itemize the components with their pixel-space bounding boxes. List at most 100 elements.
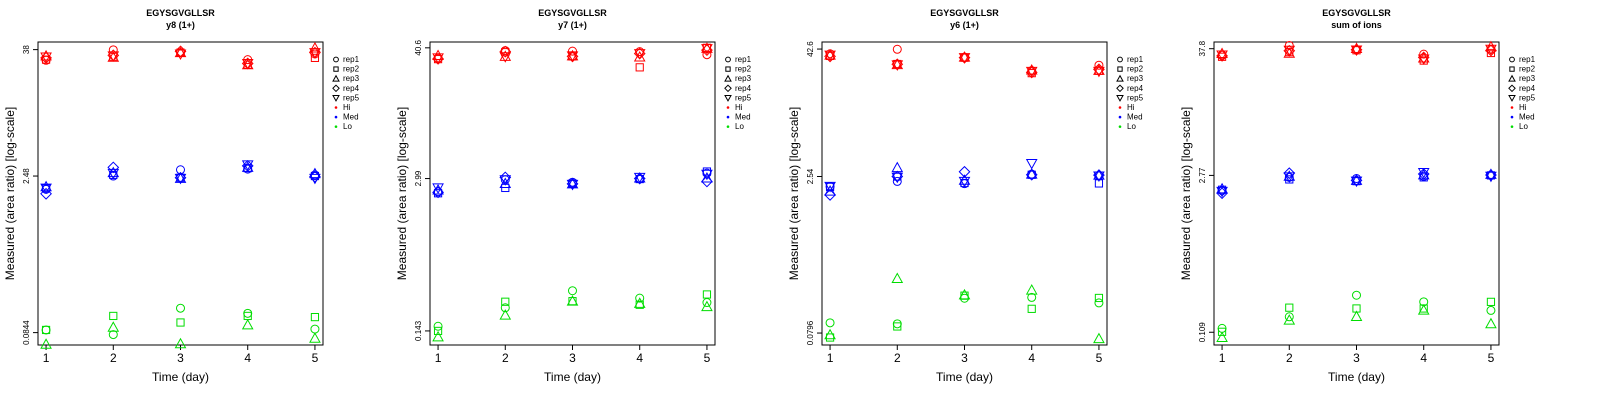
point-rep2-lo xyxy=(1486,297,1496,306)
x-tick-label: 5 xyxy=(704,351,711,365)
point-rep5-hi xyxy=(1283,45,1296,57)
point-rep5-med xyxy=(1417,168,1430,179)
legend-label: rep5 xyxy=(1127,93,1144,102)
point-rep5-med xyxy=(174,173,187,185)
point-rep3-med xyxy=(891,161,904,173)
point-rep1-hi xyxy=(108,45,118,55)
point-rep1-lo xyxy=(1352,290,1361,300)
x-axis-label: Time (day) xyxy=(544,370,601,384)
chart-subtitle: sum of ions xyxy=(1331,20,1382,30)
legend-label: rep1 xyxy=(735,55,752,64)
point-rep2-lo xyxy=(501,297,510,306)
point-rep5-med xyxy=(1485,171,1497,183)
point-rep5-hi xyxy=(701,44,713,55)
point-rep5-med xyxy=(824,181,836,193)
point-rep5-hi xyxy=(1417,54,1430,65)
legend-label: rep2 xyxy=(343,65,360,74)
point-rep3-lo xyxy=(1093,332,1105,344)
point-rep2-hi xyxy=(635,63,644,72)
legend-label: rep4 xyxy=(1127,84,1144,93)
x-tick-label: 3 xyxy=(177,351,184,365)
point-rep2-hi xyxy=(501,48,510,57)
point-rep3-lo xyxy=(432,330,444,342)
legend-symbol xyxy=(1116,74,1124,82)
y-axis-label: Measured (area ratio) [log-scale] xyxy=(1179,107,1193,280)
point-rep2-lo xyxy=(41,325,51,335)
legend-label: rep2 xyxy=(735,65,752,74)
chart-panel-4: EGYSGVGLLSR sum of ions 1 2 3 4 5 Time (day) 0.1… xyxy=(1179,8,1536,384)
legend-label: Lo xyxy=(1519,122,1528,131)
x-tick-label: 4 xyxy=(1420,351,1427,365)
x-tick-label: 2 xyxy=(894,351,901,365)
point-rep3-med xyxy=(107,166,120,178)
point-rep3-med xyxy=(701,172,713,183)
legend-symbol xyxy=(1116,95,1124,102)
x-tick-label: 5 xyxy=(1488,351,1495,365)
legend-label: Med xyxy=(1519,113,1535,122)
point-rep4-med xyxy=(432,186,444,199)
legend-dot xyxy=(726,115,730,119)
point-rep2-lo xyxy=(176,318,185,327)
chart-subtitle: y7 (1+) xyxy=(558,20,587,30)
point-rep3-hi xyxy=(432,49,444,61)
point-rep3-lo xyxy=(891,272,904,284)
point-rep3-lo xyxy=(1025,284,1038,295)
point-rep3-hi xyxy=(309,41,321,53)
y-tick-label: 42.6 xyxy=(806,41,815,57)
point-rep4-med xyxy=(824,189,836,201)
point-rep3-hi xyxy=(1283,47,1296,58)
point-rep3-med xyxy=(1350,174,1363,185)
legend-dot xyxy=(1510,125,1514,128)
legend-label: Lo xyxy=(1127,122,1136,131)
point-rep4-med xyxy=(107,161,120,174)
plot-frame xyxy=(37,41,324,346)
point-rep5-med xyxy=(499,175,512,186)
point-rep5-hi xyxy=(1350,45,1363,57)
x-tick-label: 1 xyxy=(827,351,834,365)
point-rep5-hi xyxy=(633,49,646,60)
point-rep3-med xyxy=(499,177,512,188)
legend-label: rep4 xyxy=(1519,84,1536,93)
point-rep2-lo xyxy=(1285,303,1294,312)
point-rep3-lo xyxy=(1485,317,1497,329)
legend-dot xyxy=(1510,106,1514,109)
y-tick-label: 0.0844 xyxy=(22,320,31,345)
legend-symbol xyxy=(1117,66,1123,72)
legend-label: Med xyxy=(735,113,751,122)
legend-symbol xyxy=(1117,56,1123,63)
legend-label: rep1 xyxy=(343,55,360,64)
y-tick-label: 2.77 xyxy=(1198,167,1207,183)
chart-subtitle: y8 (1+) xyxy=(166,20,195,30)
legend-label: Hi xyxy=(1519,103,1527,112)
legend-symbol xyxy=(333,56,339,63)
point-rep1-lo xyxy=(243,308,253,318)
point-rep1-lo xyxy=(310,324,320,334)
legend-symbol xyxy=(1116,84,1124,93)
x-axis-label: Time (day) xyxy=(1328,370,1385,384)
y-axis-label: Measured (area ratio) [log-scale] xyxy=(787,107,801,280)
point-rep1-hi xyxy=(568,46,577,56)
point-rep2-lo xyxy=(893,322,902,331)
point-rep2-med xyxy=(433,189,443,198)
point-rep3-med xyxy=(309,167,321,179)
legend-symbol xyxy=(1508,84,1516,93)
point-rep2-hi xyxy=(1486,48,1496,58)
point-rep3-med xyxy=(824,185,836,196)
point-rep1-lo xyxy=(500,303,510,313)
chart-title: EGYSGVGLLSR xyxy=(538,8,607,18)
y-tick-label: 2.54 xyxy=(806,168,815,184)
point-rep5-hi xyxy=(241,58,254,70)
legend-label: Hi xyxy=(343,103,351,112)
point-rep5-hi xyxy=(958,53,971,64)
legend-label: Med xyxy=(1127,113,1143,122)
point-rep5-hi xyxy=(1025,66,1038,78)
legend-symbol xyxy=(1508,95,1516,102)
point-rep1-lo xyxy=(433,321,443,331)
point-rep5-hi xyxy=(1216,50,1228,62)
point-rep3-lo xyxy=(701,300,713,312)
point-rep5-med xyxy=(107,168,120,180)
y-tick-label: 0.0796 xyxy=(806,320,815,345)
y-tick-label: 37.8 xyxy=(1198,40,1207,56)
